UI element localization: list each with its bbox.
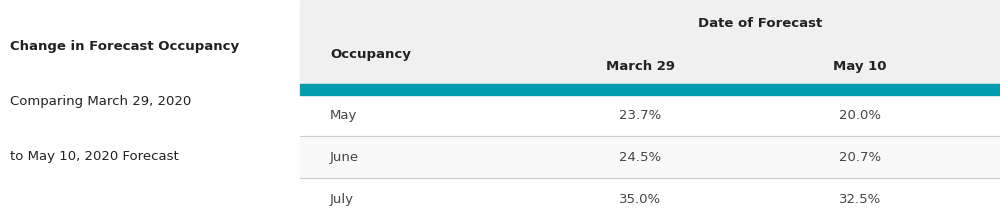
Text: 32.5%: 32.5% [839,192,881,206]
Text: Date of Forecast: Date of Forecast [698,17,822,30]
Bar [300,84,1000,95]
Text: 20.0%: 20.0% [839,109,881,122]
Text: 24.5%: 24.5% [619,151,661,164]
Text: May: May [330,109,357,122]
Text: to May 10, 2020 Forecast: to May 10, 2020 Forecast [10,150,179,163]
Bar [300,178,1000,220]
Text: 23.7%: 23.7% [619,109,661,122]
Bar [300,95,1000,136]
Bar [300,0,1000,84]
Text: June: June [330,151,359,164]
Text: Occupancy: Occupancy [330,48,411,61]
Text: Change in Forecast Occupancy: Change in Forecast Occupancy [10,40,239,53]
Text: May 10: May 10 [833,60,887,73]
Text: 20.7%: 20.7% [839,151,881,164]
Bar [300,136,1000,178]
Text: July: July [330,192,354,206]
Text: March 29: March 29 [606,60,674,73]
Text: 35.0%: 35.0% [619,192,661,206]
Text: Comparing March 29, 2020: Comparing March 29, 2020 [10,95,191,108]
